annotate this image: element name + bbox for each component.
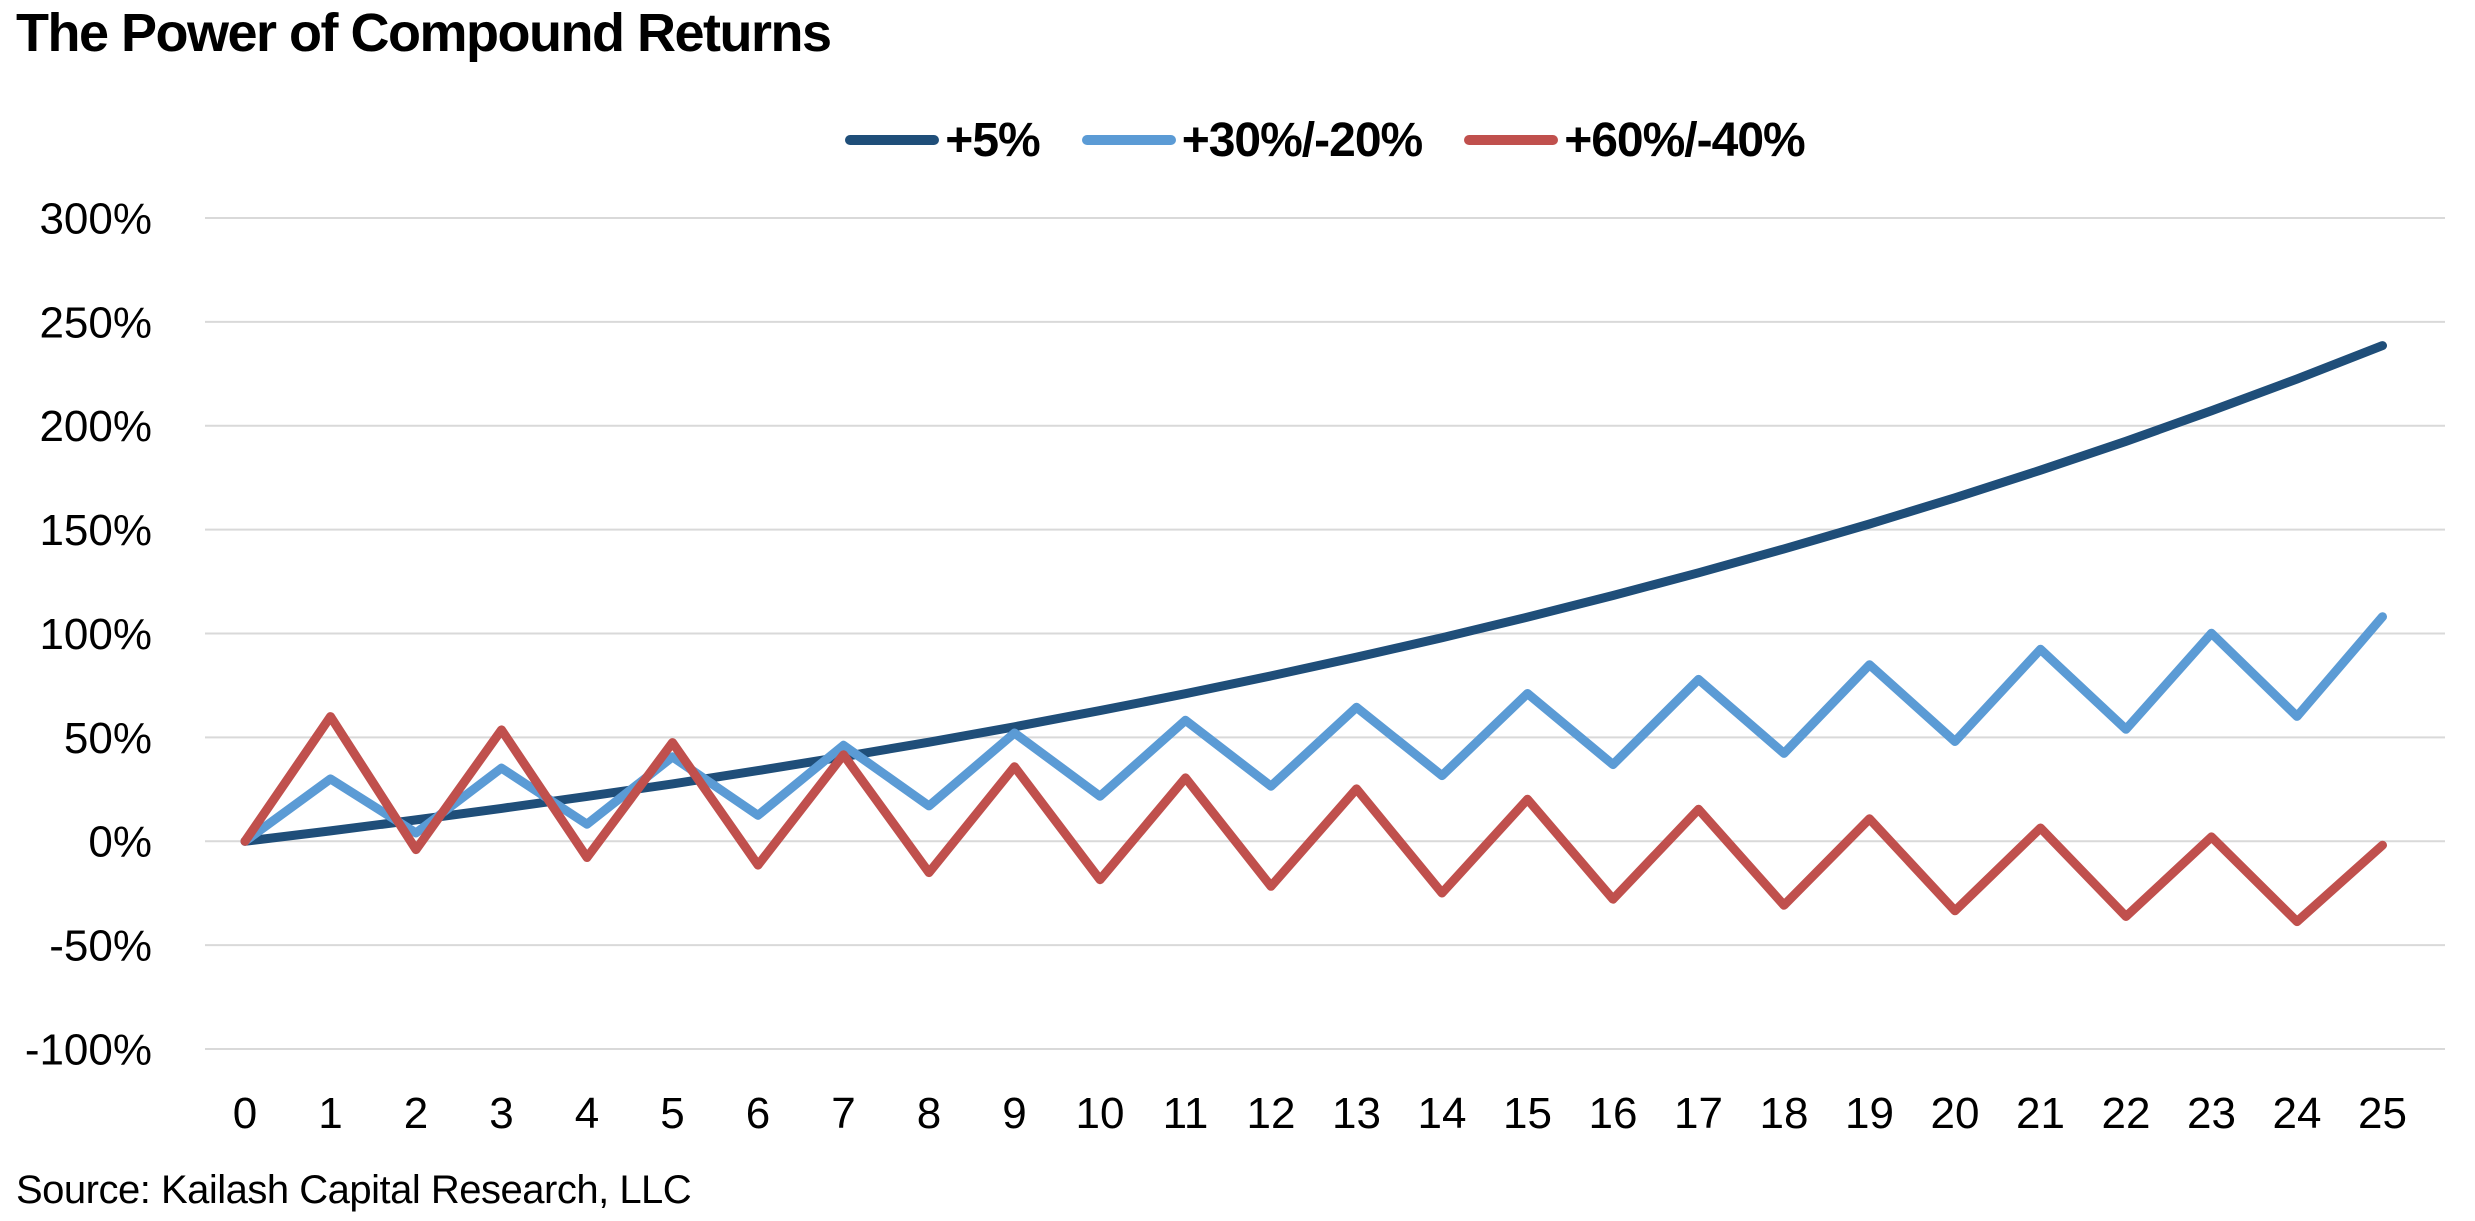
x-tick-label: 16 [1589, 1089, 1638, 1138]
x-tick-label: 12 [1247, 1089, 1296, 1138]
y-tick-label: 200% [39, 402, 152, 451]
source-caption: Source: Kailash Capital Research, LLC [16, 1168, 692, 1212]
x-tick-label: 3 [489, 1089, 513, 1138]
x-tick-label: 21 [2016, 1089, 2065, 1138]
y-tick-label: 250% [39, 298, 152, 347]
x-tick-label: 13 [1332, 1089, 1381, 1138]
x-tick-label: 22 [2102, 1089, 2151, 1138]
x-tick-label: 23 [2187, 1089, 2236, 1138]
legend-label-plus60-minus40: +60%/-40% [1564, 113, 1805, 167]
legend-swatch-plus60-minus40 [1464, 135, 1559, 145]
series-line-0 [240, 341, 2387, 846]
legend-label-plus5: +5% [945, 113, 1040, 167]
x-tick-label: 11 [1163, 1089, 1209, 1138]
x-tick-label: 20 [1931, 1089, 1980, 1138]
x-tick-label: 0 [233, 1089, 257, 1138]
series-line-1 [240, 612, 2387, 846]
series-line-2 [240, 712, 2387, 927]
legend-swatch-plus5 [845, 135, 940, 145]
legend-swatch-plus30-minus20 [1081, 135, 1176, 145]
x-tick-label: 25 [2358, 1089, 2407, 1138]
chart-legend: +5% +30%/-20% +60%/-40% [205, 110, 2445, 170]
x-tick-label: 7 [831, 1089, 855, 1138]
legend-item-plus30-minus20: +30%/-20% [1081, 113, 1423, 168]
y-tick-label: -50% [49, 922, 152, 971]
legend-item-plus60-minus40: +60%/-40% [1464, 113, 1806, 168]
y-tick-label: -100% [25, 1025, 152, 1074]
x-tick-label: 14 [1418, 1089, 1467, 1138]
x-tick-label: 10 [1076, 1089, 1125, 1138]
y-tick-label: 0% [88, 818, 152, 867]
y-tick-label: 300% [39, 194, 152, 243]
x-tick-label: 19 [1845, 1089, 1894, 1138]
y-tick-label: 50% [64, 714, 152, 763]
x-tick-label: 15 [1503, 1089, 1552, 1138]
x-tick-label: 6 [746, 1089, 770, 1138]
x-tick-label: 9 [1002, 1089, 1026, 1138]
legend-item-plus5: +5% [845, 113, 1041, 168]
y-tick-label: 150% [39, 506, 152, 555]
x-tick-label: 18 [1760, 1089, 1809, 1138]
x-tick-label: 4 [575, 1089, 599, 1138]
x-tick-label: 8 [917, 1089, 941, 1138]
x-tick-label: 24 [2273, 1089, 2322, 1138]
x-tick-label: 5 [660, 1089, 684, 1138]
y-tick-label: 100% [39, 610, 152, 659]
chart-title: The Power of Compound Returns [16, 3, 832, 63]
x-tick-label: 17 [1674, 1089, 1723, 1138]
legend-label-plus30-minus20: +30%/-20% [1181, 113, 1423, 167]
x-tick-label: 2 [404, 1089, 428, 1138]
x-tick-label: 1 [318, 1089, 342, 1138]
